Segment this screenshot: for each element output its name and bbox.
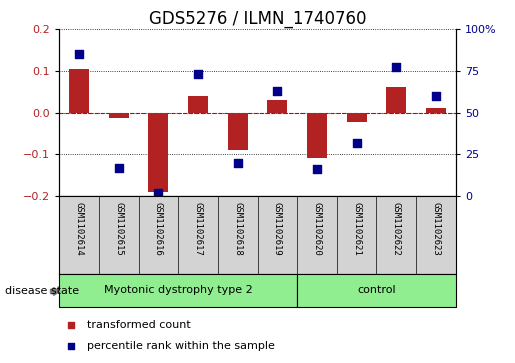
Text: percentile rank within the sample: percentile rank within the sample — [87, 341, 275, 351]
Text: GSM1102618: GSM1102618 — [233, 202, 242, 256]
Bar — [267, 100, 287, 113]
Point — [194, 71, 202, 77]
Text: Myotonic dystrophy type 2: Myotonic dystrophy type 2 — [104, 285, 252, 295]
Point — [352, 140, 360, 146]
Point — [114, 165, 123, 171]
Text: GSM1102620: GSM1102620 — [313, 202, 321, 256]
Text: GSM1102617: GSM1102617 — [194, 202, 202, 256]
Point — [432, 93, 440, 99]
Text: GSM1102621: GSM1102621 — [352, 202, 361, 256]
Text: control: control — [357, 285, 396, 295]
Bar — [148, 113, 168, 192]
Bar — [188, 96, 208, 113]
Bar — [109, 113, 129, 118]
Text: GSM1102616: GSM1102616 — [154, 202, 163, 256]
Bar — [59, 274, 297, 307]
Bar — [386, 87, 406, 113]
Bar — [347, 113, 367, 122]
Text: transformed count: transformed count — [87, 321, 191, 330]
Point — [392, 65, 401, 70]
Bar — [307, 113, 327, 158]
Text: GSM1102614: GSM1102614 — [75, 202, 83, 256]
Bar — [426, 107, 446, 113]
Point — [154, 190, 162, 196]
Text: GSM1102622: GSM1102622 — [392, 202, 401, 256]
Bar — [297, 274, 456, 307]
Point — [313, 166, 321, 172]
Point — [362, 213, 370, 219]
Text: GSM1102615: GSM1102615 — [114, 202, 123, 256]
Point — [233, 160, 242, 166]
Text: GSM1102623: GSM1102623 — [432, 202, 440, 256]
Point — [75, 51, 83, 57]
Text: GSM1102619: GSM1102619 — [273, 202, 282, 256]
Title: GDS5276 / ILMN_1740760: GDS5276 / ILMN_1740760 — [149, 10, 366, 28]
Point — [362, 24, 370, 30]
Bar — [69, 69, 89, 113]
Bar — [228, 113, 248, 150]
Text: disease state: disease state — [5, 286, 79, 297]
Point — [273, 88, 281, 94]
